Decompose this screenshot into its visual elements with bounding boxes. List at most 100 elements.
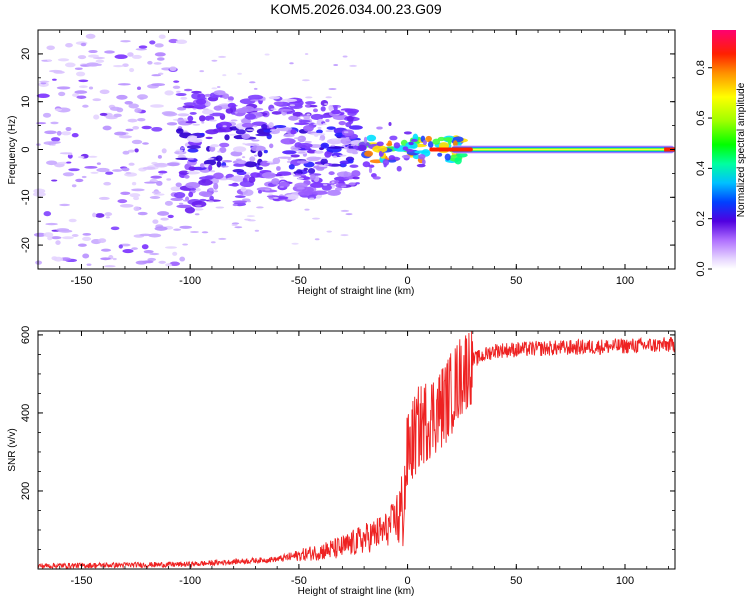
spectrogram-blob <box>82 233 92 236</box>
spectrogram-blob <box>135 260 148 265</box>
spectrogram-blob <box>222 125 227 128</box>
spectrogram-blob <box>151 126 163 132</box>
snr-y-ticks: 200 400 600 <box>20 326 675 570</box>
spectrogram-blob <box>211 87 218 90</box>
spectrogram-blob <box>199 70 205 73</box>
spectrogram-blob <box>104 212 113 217</box>
spectrogram-blob <box>194 187 201 192</box>
spectrogram-blob <box>176 204 192 209</box>
spectrogram-blob <box>296 160 309 164</box>
spectrogram-blob <box>104 50 115 54</box>
spectrogram-blob <box>237 72 242 75</box>
spectrogram-blob <box>289 62 294 65</box>
spectrogram-blob <box>340 209 350 212</box>
spectrogram-blob <box>100 248 112 252</box>
spectrogram-blob <box>68 218 77 223</box>
spectrogram-blob <box>376 126 383 130</box>
spectrogram-blob <box>112 64 124 68</box>
spectrogram-blob <box>284 194 299 200</box>
spectrogram-blob <box>202 108 209 111</box>
spectrogram-blob <box>231 223 238 226</box>
spectrogram-blob <box>199 115 206 122</box>
spectrogram-blob <box>291 242 299 245</box>
spectrogram-blob <box>348 125 363 130</box>
spectrogram-blob <box>276 166 281 171</box>
spectrogram-blob <box>139 233 152 237</box>
spectrogram-blob <box>51 137 61 142</box>
spectrogram-blob <box>175 39 188 45</box>
spectrogram-y-tick-label: -20 <box>20 237 32 253</box>
colorbar-tick-label: 0.4 <box>695 161 707 176</box>
spectrogram-blob <box>180 147 185 150</box>
spectrogram-blob <box>153 62 162 65</box>
spectrogram-blob <box>250 99 259 102</box>
spectrogram-blob <box>235 129 246 135</box>
spectrogram-blob <box>113 113 122 118</box>
spectrogram-blob <box>50 121 59 125</box>
snr-panel: -150 -100 -50 0 50 100 200 400 600 Height of st… <box>7 326 676 597</box>
spectrogram-blob <box>158 173 164 176</box>
spectrogram-blob <box>186 145 201 149</box>
spectrogram-blob <box>183 102 196 106</box>
spectrogram-blob <box>330 144 336 147</box>
spectrogram-blob <box>240 186 247 192</box>
spectrogram-blob <box>272 157 281 165</box>
spectrogram-blob <box>45 222 58 226</box>
spectrogram-blob <box>121 167 130 172</box>
spectrogram-blob <box>345 136 350 139</box>
spectrogram-blob <box>35 122 47 125</box>
spectrogram-blob <box>43 211 52 217</box>
spectrogram-blob <box>198 179 213 186</box>
spectrogram-blob <box>39 80 50 83</box>
spectrogram-blob <box>53 256 64 262</box>
spectrogram-blob <box>114 54 128 59</box>
spectrogram-blob <box>136 86 142 91</box>
spectrogram-blob <box>327 189 341 196</box>
spectrogram-blob <box>192 123 201 126</box>
spectrogram-blob <box>228 183 240 187</box>
spectrogram-blob <box>250 145 266 152</box>
spectrogram-blob <box>64 62 76 68</box>
spectrogram-blob <box>227 100 233 103</box>
spectrogram-x-tick-label: 50 <box>510 275 522 287</box>
spectrogram-blob <box>137 211 148 216</box>
spectrogram-x-ticks: -150 -100 -50 0 50 100 <box>37 30 669 287</box>
spectrogram-blob <box>95 59 105 63</box>
spectrogram-blob <box>92 212 97 218</box>
spectrogram-blob <box>166 178 172 181</box>
spectrogram-blob <box>309 104 318 108</box>
spectrogram-blob <box>228 133 237 136</box>
spectrogram-blob <box>142 166 156 170</box>
spectrogram-blob <box>148 233 162 238</box>
spectrogram-blob <box>320 142 330 149</box>
spectrogram-blob <box>264 53 270 56</box>
spectrogram-blob <box>283 133 295 138</box>
spectrogram-blob <box>161 148 167 154</box>
spectrogram-blob <box>191 90 202 94</box>
spectrogram-blob <box>222 74 227 77</box>
spectrogram-blob <box>32 192 46 197</box>
spectrogram-blob <box>241 118 252 125</box>
spectrogram-blob <box>396 165 402 172</box>
spectrogram-blob <box>75 71 86 77</box>
spectrogram-blob <box>209 145 216 152</box>
spectrogram-y-ticks: -20 -10 0 10 20 <box>20 29 675 270</box>
spectrogram-blob <box>50 236 62 240</box>
spectrogram-blob <box>169 66 177 72</box>
spectrogram-blob <box>103 181 112 186</box>
spectrogram-blob <box>165 263 172 267</box>
spectrogram-blob <box>222 93 230 99</box>
spectrogram-blob <box>96 162 101 165</box>
spectrogram-blob <box>302 125 314 132</box>
spectrogram-blob <box>56 130 62 136</box>
spectrogram-blob <box>187 148 199 153</box>
colorbar-gradient <box>712 30 736 269</box>
snr-series-line <box>37 330 676 570</box>
spectrogram-blob <box>170 186 181 192</box>
spectrogram-blob <box>172 85 181 89</box>
spectrogram-blob <box>178 170 190 175</box>
spectrogram-blob <box>164 200 173 206</box>
spectrogram-blob <box>234 195 246 198</box>
spectrogram-blob <box>325 119 330 123</box>
